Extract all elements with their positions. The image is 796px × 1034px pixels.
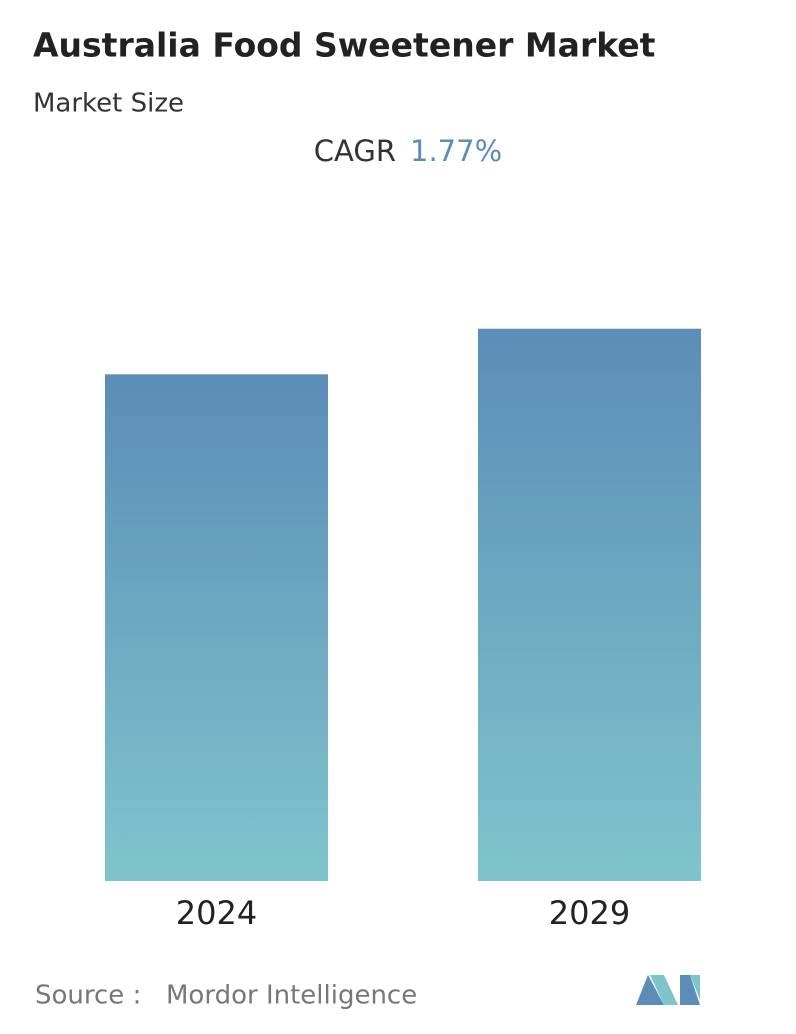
chart-title: Australia Food Sweetener Market — [33, 26, 656, 65]
cagr-value: 1.77% — [410, 134, 502, 168]
bar — [105, 374, 328, 881]
bar — [478, 328, 701, 881]
source-label: Source : — [35, 981, 141, 1011]
logo — [636, 975, 700, 1005]
chart-subtitle: Market Size — [33, 89, 184, 119]
x-tick-label: 2024 — [176, 894, 257, 932]
x-tick-label: 2029 — [549, 894, 630, 932]
cagr-label: CAGR — [314, 134, 396, 168]
source: Mordor Intelligence — [166, 981, 417, 1011]
